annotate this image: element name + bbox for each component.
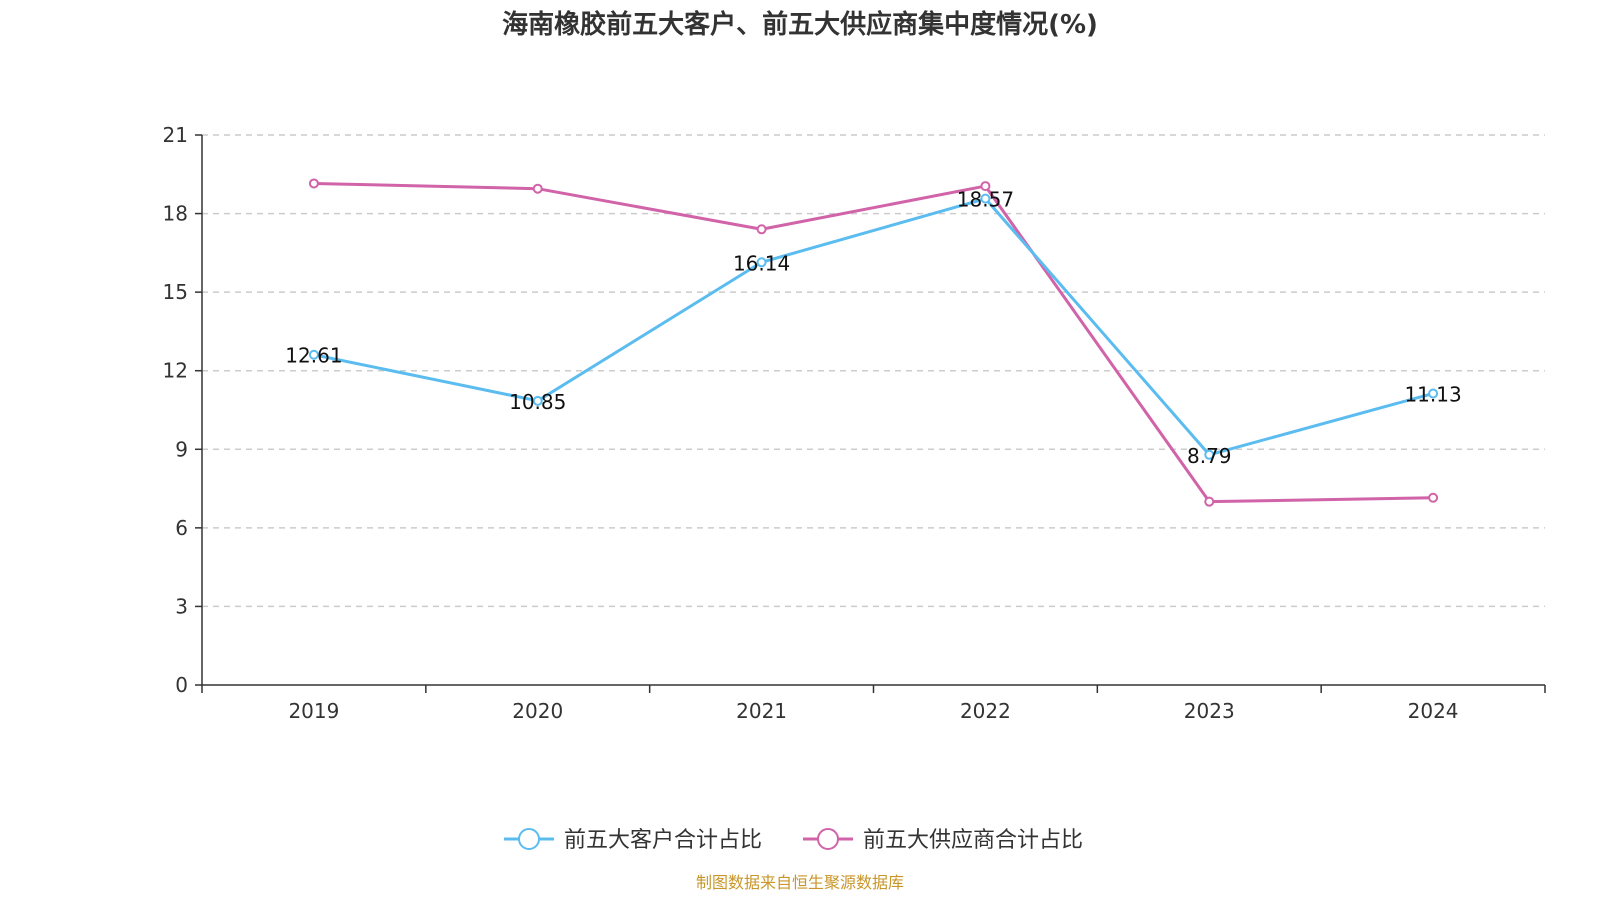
- data-point: [1428, 388, 1439, 399]
- y-tick-label: 15: [163, 280, 188, 304]
- y-tick-label: 12: [163, 359, 188, 383]
- data-labels: 12.61 10.85 16.14 18.57 8.79 11.13: [285, 188, 1461, 468]
- chart-title: 海南橡胶前五大客户、前五大供应商集中度情况(%): [502, 9, 1098, 40]
- y-tick-label: 0: [175, 673, 188, 697]
- data-point: [532, 395, 543, 406]
- x-tick-label: 2020: [512, 699, 563, 723]
- x-tick-label: 2019: [288, 699, 339, 723]
- data-label: 18.57: [957, 188, 1014, 212]
- legend: 前五大客户合计占比 前五大供应商合计占比: [504, 828, 1083, 853]
- legend-item-0: 前五大客户合计占比: [504, 828, 762, 853]
- y-tick-label: 6: [175, 516, 188, 540]
- legend-item-1: 前五大供应商合计占比: [803, 828, 1083, 853]
- grid-lines: [202, 134, 1545, 608]
- series-line-0: [313, 197, 1434, 457]
- data-point: [1428, 492, 1439, 503]
- legend-label: 前五大客户合计占比: [564, 828, 762, 853]
- y-tick-label: 18: [163, 202, 188, 226]
- data-point: [980, 193, 991, 204]
- legend-marker: [817, 828, 839, 850]
- data-point: [756, 224, 767, 235]
- series-layer: [308, 178, 1439, 507]
- x-tick-label: 2021: [736, 699, 787, 723]
- data-label: 10.85: [509, 390, 566, 414]
- y-tick-label: 3: [175, 594, 188, 618]
- axes: 0 3 6 9 12 15 18 21 2019 2020 2021 2022 2023 2024: [163, 123, 1546, 723]
- data-point: [532, 183, 543, 194]
- y-tick-label: 21: [163, 123, 188, 147]
- data-label: 11.13: [1404, 383, 1461, 407]
- data-label: 8.79: [1187, 444, 1232, 468]
- data-point: [1204, 496, 1215, 507]
- source-note: 制图数据来自恒生聚源数据库: [696, 873, 904, 892]
- x-tick-label: 2024: [1408, 699, 1459, 723]
- x-tick-label: 2023: [1184, 699, 1235, 723]
- data-label: 16.14: [733, 251, 790, 275]
- data-label: 12.61: [285, 344, 342, 368]
- y-tick-label: 9: [175, 437, 188, 461]
- series-line-1: [313, 181, 1434, 504]
- data-point: [980, 181, 991, 192]
- data-point: [308, 178, 319, 189]
- data-point: [1204, 449, 1215, 460]
- data-point: [756, 257, 767, 268]
- legend-label: 前五大供应商合计占比: [863, 828, 1083, 853]
- x-tick-label: 2022: [960, 699, 1011, 723]
- data-point: [308, 349, 319, 360]
- legend-marker: [518, 828, 540, 850]
